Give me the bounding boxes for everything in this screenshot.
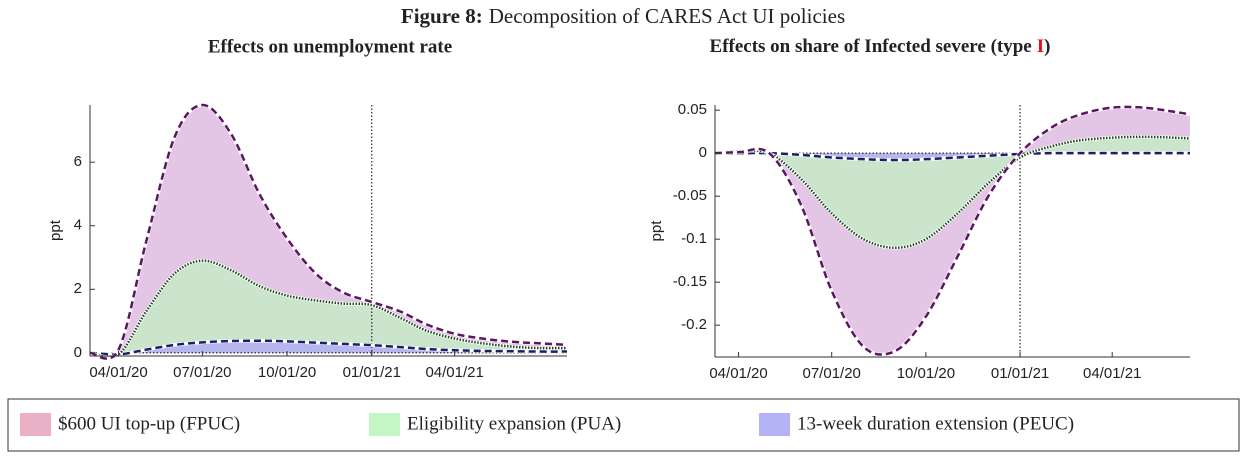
legend-swatch <box>20 413 51 436</box>
chart-title: Effects on unemployment rate <box>208 36 452 57</box>
area <box>90 104 567 359</box>
chart-title: Effects on share of Infected severe (typ… <box>710 36 1051 57</box>
area <box>715 136 1190 248</box>
figure-title: Decomposition of CARES Act UI policies <box>489 4 845 28</box>
y-tick-label: -0.05 <box>673 187 707 204</box>
title-text: Effects on share of Infected severe (typ… <box>710 36 1032 57</box>
x-tick-label: 10/01/20 <box>897 365 955 382</box>
legend-label: 13-week duration extension (PEUC) <box>797 413 1074 434</box>
x-tick-label: 07/01/20 <box>173 364 231 381</box>
line <box>714 135 1191 250</box>
legend-swatch <box>369 413 400 436</box>
x-tick-label: 04/01/20 <box>709 365 767 382</box>
figure-heading: Figure 8: Decomposition of CARES Act UI p… <box>401 4 845 28</box>
y-tick-label: 2 <box>74 280 82 297</box>
area <box>90 260 567 358</box>
y-tick-label: -0.15 <box>673 273 707 290</box>
legend-label: Eligibility expansion (PUA) <box>407 413 621 434</box>
x-tick-label: 07/01/20 <box>803 365 861 382</box>
y-tick-label: -0.1 <box>681 230 707 247</box>
y-tick-label: 0 <box>699 144 707 161</box>
x-tick-label: 01/01/21 <box>343 364 401 381</box>
y-axis-label: ppt <box>648 220 665 242</box>
line <box>89 103 568 360</box>
line <box>714 105 1191 356</box>
y-tick-label: 0.05 <box>678 101 707 118</box>
legend-box <box>7 398 1240 452</box>
line <box>89 259 568 359</box>
legend-label: $600 UI top-up (FPUC) <box>58 413 240 434</box>
y-tick-label: -0.2 <box>681 316 707 333</box>
line <box>714 151 1190 162</box>
y-tick-label: 6 <box>74 153 82 170</box>
legend-swatch <box>759 413 790 436</box>
x-tick-label: 04/01/21 <box>1083 365 1141 382</box>
x-tick-label: 04/01/21 <box>425 364 483 381</box>
x-tick-label: 10/01/20 <box>258 364 316 381</box>
title-end: ) <box>1044 36 1050 57</box>
title-highlight: I <box>1037 36 1044 57</box>
y-axis-label: ppt <box>47 219 64 241</box>
y-tick-label: 0 <box>74 344 82 361</box>
x-tick-label: 01/01/21 <box>991 365 1049 382</box>
figure-label: Figure 8: <box>401 4 483 28</box>
x-tick-label: 04/01/20 <box>89 364 147 381</box>
line <box>89 339 568 356</box>
y-tick-label: 4 <box>74 217 82 234</box>
